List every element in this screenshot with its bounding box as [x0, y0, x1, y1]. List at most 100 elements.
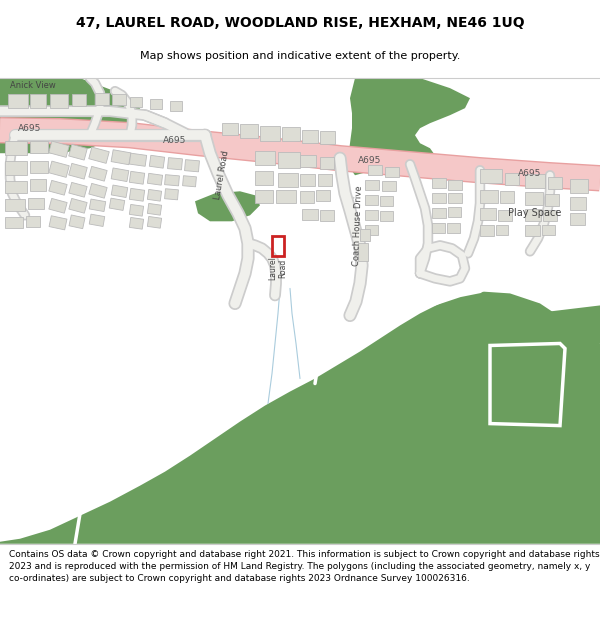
Polygon shape	[450, 306, 600, 351]
Polygon shape	[148, 203, 161, 215]
Text: Laurel
Road: Laurel Road	[268, 256, 288, 281]
Bar	[542, 226, 555, 236]
Polygon shape	[0, 291, 600, 544]
Bar	[130, 97, 142, 107]
Bar	[320, 158, 334, 169]
Polygon shape	[89, 199, 106, 211]
Bar	[300, 174, 315, 186]
Text: A695: A695	[19, 124, 41, 132]
Polygon shape	[130, 171, 145, 184]
Bar	[365, 180, 379, 190]
Bar	[570, 179, 588, 193]
Bar	[5, 141, 27, 155]
Bar	[170, 101, 182, 111]
Bar	[432, 178, 446, 188]
Polygon shape	[130, 204, 143, 216]
Polygon shape	[89, 214, 105, 226]
Polygon shape	[49, 181, 67, 195]
Text: A695: A695	[163, 136, 187, 145]
Polygon shape	[69, 215, 85, 229]
Bar	[548, 177, 562, 189]
Polygon shape	[167, 158, 182, 170]
Polygon shape	[348, 78, 470, 175]
Bar	[365, 226, 378, 236]
Text: Laurel Road: Laurel Road	[213, 150, 231, 201]
Polygon shape	[49, 161, 69, 177]
Bar	[365, 210, 378, 221]
Polygon shape	[130, 188, 145, 201]
Polygon shape	[148, 189, 161, 201]
Text: Contains OS data © Crown copyright and database right 2021. This information is : Contains OS data © Crown copyright and d…	[9, 550, 599, 583]
Bar	[448, 208, 461, 217]
Polygon shape	[111, 150, 131, 165]
Text: 47, LAUREL ROAD, WOODLAND RISE, HEXHAM, NE46 1UQ: 47, LAUREL ROAD, WOODLAND RISE, HEXHAM, …	[76, 16, 524, 31]
Bar	[255, 190, 273, 203]
Polygon shape	[89, 147, 109, 163]
Text: Coach House Drive: Coach House Drive	[352, 185, 364, 266]
Bar	[5, 217, 23, 228]
Bar	[505, 173, 519, 185]
Text: Anick View: Anick View	[10, 81, 56, 89]
Polygon shape	[111, 168, 129, 182]
Bar	[28, 198, 44, 209]
Bar	[480, 226, 494, 236]
Bar	[5, 181, 27, 193]
Text: A695: A695	[358, 156, 382, 165]
Polygon shape	[164, 174, 179, 186]
Bar	[480, 169, 502, 183]
Polygon shape	[130, 153, 146, 166]
Bar	[545, 194, 559, 206]
Bar	[72, 94, 86, 106]
Bar	[432, 208, 446, 218]
Bar	[447, 223, 460, 233]
Bar	[525, 192, 543, 205]
Bar	[318, 174, 332, 186]
Bar	[380, 211, 393, 221]
Polygon shape	[69, 198, 87, 213]
Bar	[385, 168, 399, 177]
Text: Play Space: Play Space	[508, 208, 562, 218]
Text: Map shows position and indicative extent of the property.: Map shows position and indicative extent…	[140, 51, 460, 61]
Bar	[260, 126, 280, 141]
Bar	[30, 161, 48, 173]
Bar	[276, 190, 296, 203]
Polygon shape	[49, 141, 69, 158]
Bar	[240, 124, 258, 138]
Bar	[282, 127, 300, 141]
Bar	[316, 190, 330, 201]
Polygon shape	[111, 185, 128, 198]
Polygon shape	[130, 217, 143, 229]
Bar	[358, 243, 368, 261]
Bar	[50, 94, 68, 108]
Bar	[302, 130, 318, 143]
Bar	[26, 216, 40, 227]
Bar	[432, 223, 445, 233]
Bar	[496, 226, 508, 236]
Bar	[570, 198, 586, 210]
Polygon shape	[89, 183, 107, 198]
Bar	[525, 174, 545, 188]
Polygon shape	[164, 189, 178, 200]
Bar	[448, 193, 462, 203]
Polygon shape	[69, 182, 87, 197]
Bar	[150, 99, 162, 109]
Bar	[360, 229, 370, 241]
Bar	[380, 196, 393, 206]
Bar	[222, 123, 238, 135]
Bar	[525, 209, 541, 221]
Bar	[320, 131, 335, 144]
Polygon shape	[148, 216, 161, 228]
Bar	[30, 179, 46, 191]
Bar	[480, 208, 496, 221]
Polygon shape	[0, 78, 140, 153]
Polygon shape	[69, 144, 87, 160]
Text: A695: A695	[518, 169, 542, 177]
Polygon shape	[149, 155, 164, 168]
Bar	[432, 193, 446, 203]
Bar	[498, 210, 512, 221]
Bar	[570, 213, 585, 226]
Bar	[30, 94, 46, 108]
Bar	[278, 152, 300, 168]
Polygon shape	[182, 176, 196, 187]
Polygon shape	[185, 159, 199, 172]
